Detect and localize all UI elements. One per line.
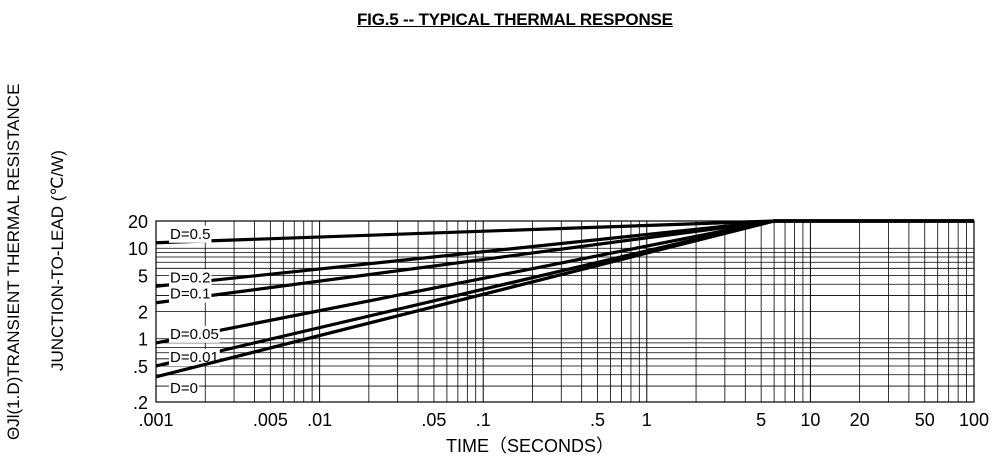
series-label-background <box>169 325 220 343</box>
x-tick-label: .5 <box>590 410 605 430</box>
series-label: D=0.1 <box>170 286 210 303</box>
series-line-d-0-2 <box>155 219 974 288</box>
plot-border <box>155 220 975 403</box>
tick-labels: .001 .005 .01 .05 .1 .5 1 5 10 20 50 100 20 10 5 2 1 .5 .2 <box>128 212 989 430</box>
x-tick-label: .001 <box>138 410 173 430</box>
series-label: D=0.5 <box>170 226 210 243</box>
y-tick-label: 5 <box>138 266 148 286</box>
series-label: D=0.2 <box>170 269 210 286</box>
y-tick-label: 2 <box>138 303 148 323</box>
y-tick-label: 1 <box>138 330 148 350</box>
series-label: D=0.01 <box>170 349 219 366</box>
chart-title: FIG.5 -- TYPICAL THERMAL RESPONSE <box>357 10 673 29</box>
y-tick-label: 20 <box>128 212 148 232</box>
series-label: D=0 <box>170 380 198 397</box>
series-line-d-0 <box>155 219 974 379</box>
series-lines: D=0.5 D=0.2D=0.1 D=0.05 D=0.01 D=0 <box>155 219 974 398</box>
x-tick-label: 50 <box>915 410 935 430</box>
x-tick-label: 100 <box>959 410 989 430</box>
series-label-background <box>169 225 212 243</box>
x-tick-label: .1 <box>476 410 491 430</box>
x-tick-label: .01 <box>307 410 332 430</box>
series-label-background <box>169 285 212 303</box>
y-tick-label: 10 <box>128 239 148 259</box>
series-line-d-0-5 <box>155 219 974 245</box>
series-label: D=0.05 <box>170 326 219 343</box>
x-tick-label: 1 <box>642 410 652 430</box>
x-tick-label: 20 <box>850 410 870 430</box>
y-tick-label: .2 <box>133 393 148 413</box>
x-axis-label: TIME（SECONDS） <box>446 436 615 456</box>
grid <box>155 220 975 403</box>
x-tick-label: .005 <box>253 410 288 430</box>
series-label-background <box>169 348 220 366</box>
series-label-background <box>169 269 212 287</box>
series-label-background <box>169 380 199 398</box>
x-tick-label: .05 <box>421 410 446 430</box>
x-tick-label: 10 <box>800 410 820 430</box>
x-tick-label: 5 <box>756 410 766 430</box>
y-tick-label: .5 <box>133 357 148 377</box>
